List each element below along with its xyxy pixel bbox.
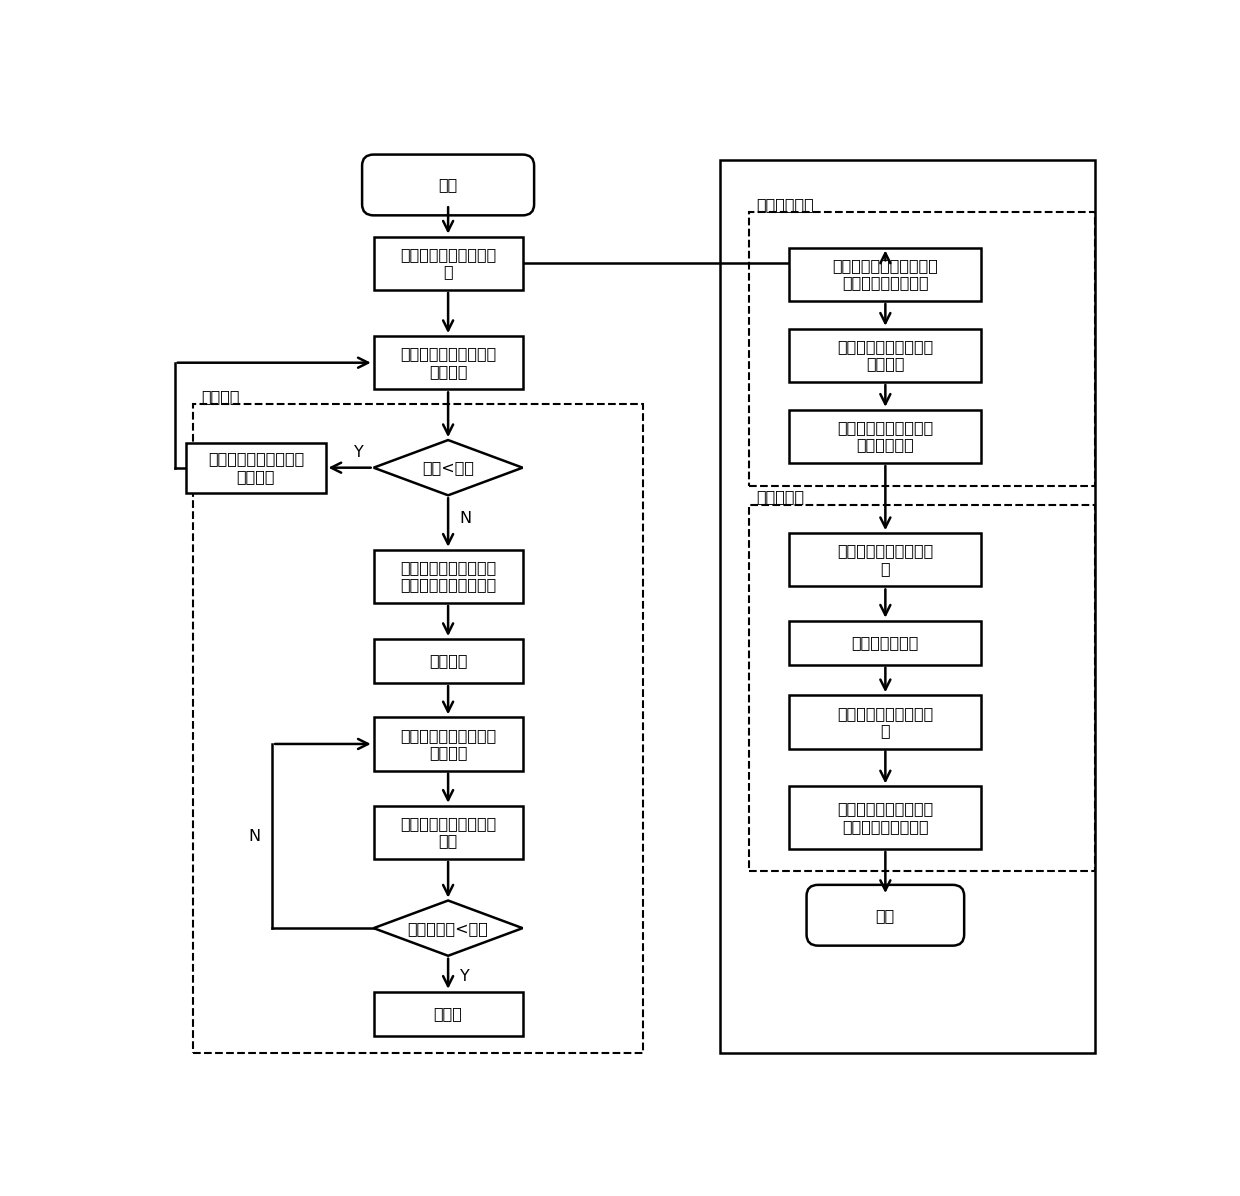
Text: 根据观测方程计算粒子
权重: 根据观测方程计算粒子 权重 [401, 816, 496, 849]
Bar [789, 786, 982, 849]
Bar [789, 329, 982, 382]
Text: 限制机器人的三个自由
度: 限制机器人的三个自由 度 [401, 248, 496, 280]
Bar [789, 533, 982, 586]
Text: 根据里程计数据和惯性
导航数据建立系统模型: 根据里程计数据和惯性 导航数据建立系统模型 [401, 560, 496, 592]
FancyBboxPatch shape [362, 154, 534, 215]
Text: 根据位姿预测方程更新
粒子状态: 根据位姿预测方程更新 粒子状态 [401, 727, 496, 761]
Bar [789, 410, 982, 463]
Text: N: N [460, 511, 471, 526]
Text: 更新最优位姿估计为置
信度分値最高的位姿: 更新最优位姿估计为置 信度分値最高的位姿 [837, 801, 934, 834]
Bar [720, 160, 1095, 1054]
Text: 计算各扫描角度的离散
激光点云数据: 计算各扫描角度的离散 激光点云数据 [837, 420, 934, 452]
Bar [749, 505, 1095, 871]
Text: Y: Y [460, 969, 470, 983]
Text: 将激光数据转换为激光
点云数据: 将激光数据转换为激光 点云数据 [401, 347, 496, 379]
Text: 置信度计算: 置信度计算 [756, 489, 805, 505]
Text: 重采样: 重采样 [434, 1006, 463, 1021]
Polygon shape [373, 440, 522, 495]
Bar [749, 212, 1095, 486]
Bar [373, 336, 522, 390]
Bar [373, 718, 522, 770]
Bar [373, 991, 522, 1036]
Bar [186, 443, 326, 493]
Text: N: N [248, 829, 260, 843]
Text: 开始: 开始 [439, 177, 458, 193]
Text: 计算各扫描角度的激光
点云数据: 计算各扫描角度的激光 点云数据 [837, 340, 934, 372]
Text: 定位窗口扫描: 定位窗口扫描 [756, 196, 815, 212]
Bar [193, 404, 644, 1054]
Bar [373, 550, 522, 603]
Bar [789, 248, 982, 301]
Bar [789, 695, 982, 749]
Text: 设置定位扫描窗口并计算
所有可能的候选位姿: 设置定位扫描窗口并计算 所有可能的候选位姿 [832, 258, 939, 291]
Bar [373, 806, 522, 859]
Text: 初値估算: 初値估算 [201, 389, 239, 404]
FancyBboxPatch shape [806, 885, 965, 946]
Bar [373, 237, 522, 289]
Polygon shape [373, 901, 522, 956]
Text: 结束: 结束 [875, 908, 895, 923]
Text: 计算所有候选位姿置信
度: 计算所有候选位姿置信 度 [837, 543, 934, 576]
Text: 计算置信度权重: 计算置信度权重 [852, 635, 919, 651]
Text: 有效粒子数<阈値: 有效粒子数<阈値 [408, 921, 489, 935]
Text: 帧率<阈値: 帧率<阈値 [422, 460, 474, 475]
Bar [789, 621, 982, 665]
Text: 生成粒子: 生成粒子 [429, 653, 467, 669]
Text: 计算所有位姿置信度分
値: 计算所有位姿置信度分 値 [837, 706, 934, 738]
Bar [373, 639, 522, 683]
Text: 上报告警，等待下一帧
激光数据: 上报告警，等待下一帧 激光数据 [208, 451, 304, 484]
Text: Y: Y [355, 445, 365, 460]
